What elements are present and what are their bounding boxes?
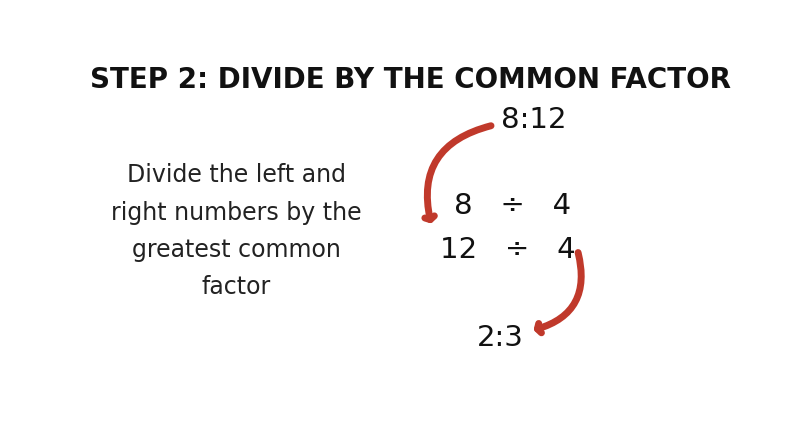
Text: STEP 2: DIVIDE BY THE COMMON FACTOR: STEP 2: DIVIDE BY THE COMMON FACTOR [90,66,730,94]
Text: 12   ÷   4: 12 ÷ 4 [440,236,576,264]
Text: 8   ÷   4: 8 ÷ 4 [454,192,571,220]
Text: 8:12: 8:12 [502,106,566,134]
Text: 2:3: 2:3 [477,324,523,352]
Text: Divide the left and
right numbers by the
greatest common
factor: Divide the left and right numbers by the… [111,163,362,299]
